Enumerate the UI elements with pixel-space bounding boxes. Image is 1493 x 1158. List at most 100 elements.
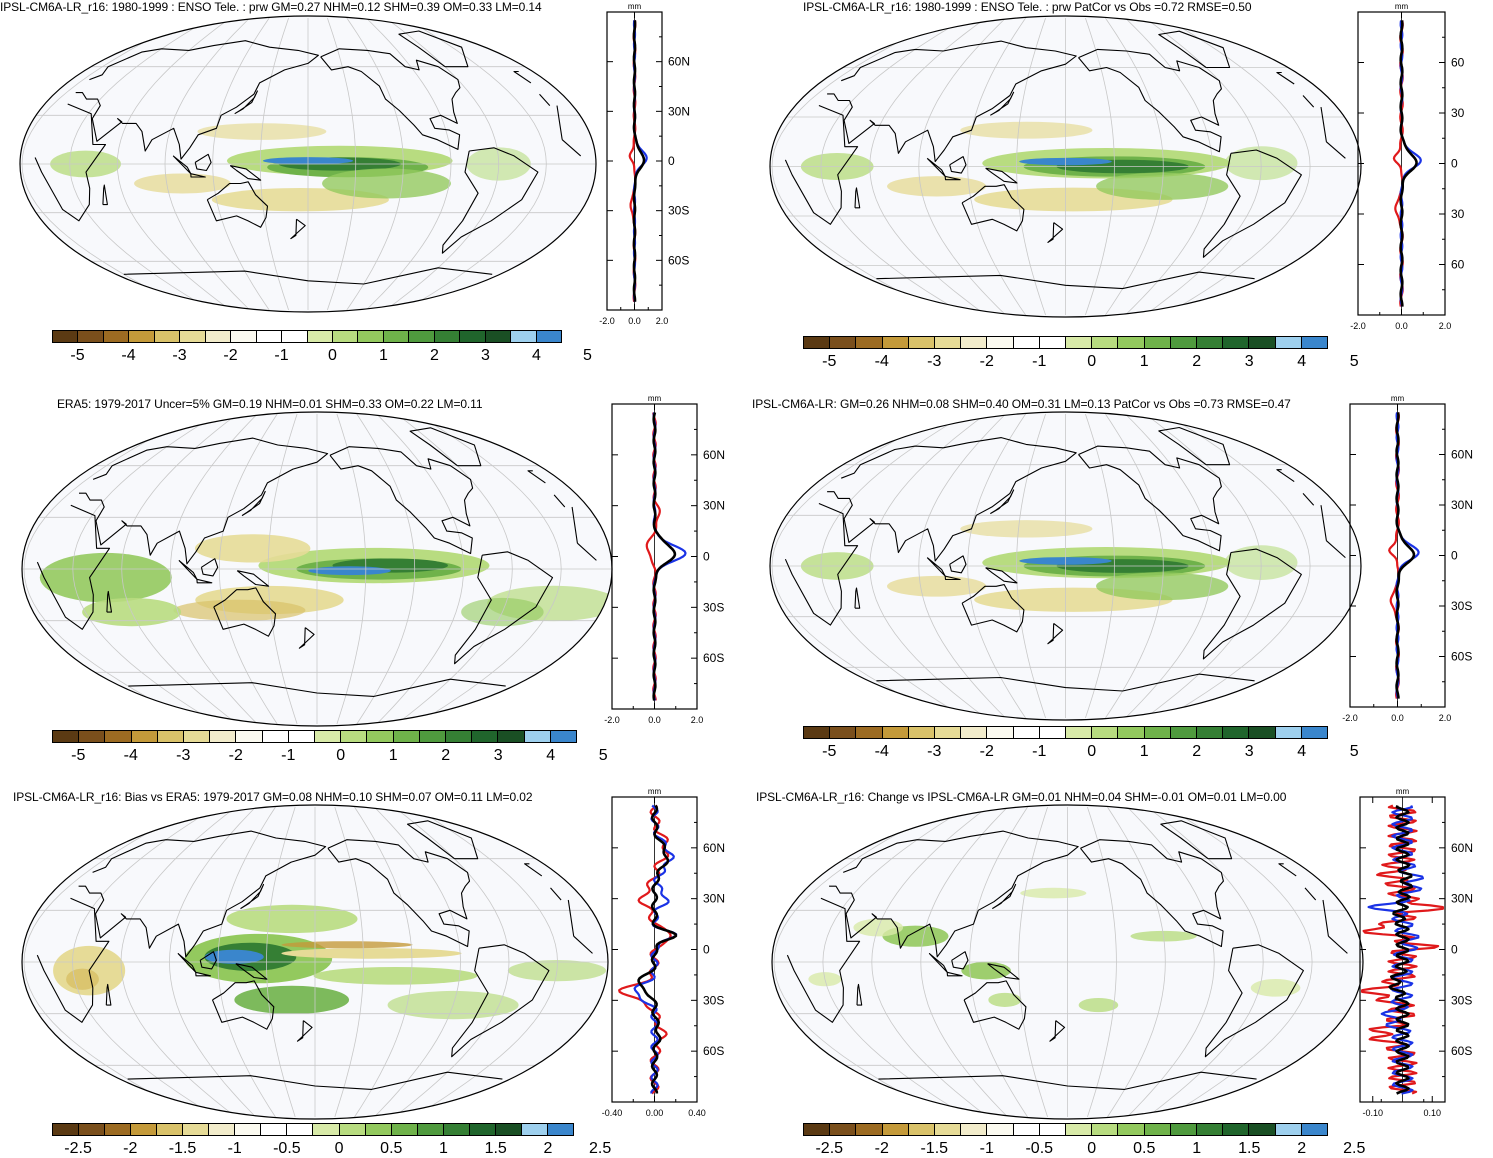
- colorbar-tick-label: 4: [1297, 743, 1307, 760]
- panel-bias: IPSL-CM6A-LR_r16: Bias vs ERA5: 1979-201…: [0, 785, 745, 1157]
- graticule-line: [773, 806, 949, 1118]
- coastline: [441, 147, 539, 254]
- zonal-unit: mm: [628, 2, 642, 11]
- lat-tick-label: 30S: [703, 993, 724, 1007]
- anomaly-region: [960, 520, 1093, 538]
- world-map: [768, 410, 1363, 722]
- graticule-line: [1107, 806, 1166, 1118]
- colorbar-swatch: [391, 1124, 418, 1135]
- x-tick-label: 0.00: [646, 1108, 664, 1118]
- colorbar-swatch: [961, 1124, 988, 1135]
- coastline: [1078, 445, 1222, 552]
- x-tick-label: 0.0: [628, 316, 641, 326]
- colorbar-swatch: [209, 1124, 236, 1135]
- colorbar-swatch: [1066, 727, 1093, 738]
- coastline: [944, 175, 961, 181]
- graticule-line: [1105, 17, 1164, 316]
- graticule-line: [116, 17, 231, 311]
- colorbar-swatch: [1170, 727, 1198, 738]
- colorbar-swatch: [908, 727, 936, 738]
- colorbar-swatch: [231, 331, 257, 342]
- graticule-line: [212, 17, 270, 311]
- x-tick-label: -2.0: [599, 316, 615, 326]
- world-map: [18, 14, 598, 314]
- colorbar-tick-label: 1: [1139, 353, 1149, 370]
- panel-model-r16: IPSL-CM6A-LR_r16: 1980-1999 : ENSO Tele.…: [0, 0, 710, 370]
- x-tick-label: 2.0: [1439, 321, 1452, 331]
- coastline: [876, 673, 1255, 692]
- colorbar-swatch: [235, 1124, 262, 1135]
- coastline: [240, 883, 265, 910]
- coastline: [944, 575, 961, 581]
- lat-tick-label: 60N: [703, 841, 725, 855]
- panel-title: ERA5: 1979-2017 Uncer=5% GM=0.19 NHM=0.0…: [57, 397, 483, 411]
- graticule-line: [869, 17, 987, 316]
- colorbar-swatch: [547, 1124, 573, 1135]
- lat-tick-label: 30N: [668, 104, 690, 118]
- colorbar-tick-label: 0: [1087, 353, 1097, 370]
- x-tick-label: -2.0: [604, 715, 620, 725]
- colorbar-swatch: [521, 1124, 548, 1135]
- robinson-map-svg: [769, 411, 1362, 721]
- colorbar-tick-label: 2.5: [1343, 1140, 1366, 1157]
- graticule-line: [1164, 17, 1311, 316]
- coastline: [951, 951, 969, 970]
- coastline: [827, 40, 1315, 163]
- colorbar-swatch: [262, 731, 289, 742]
- anomaly-region: [173, 599, 306, 621]
- colorbar-swatch: [1144, 1124, 1171, 1135]
- coastline: [1078, 48, 1222, 153]
- colorbar-swatch: [1275, 727, 1302, 738]
- coastline: [102, 184, 108, 206]
- coastline: [200, 558, 219, 577]
- colorbar-labels: -5 -4 -3 -2 -1 0 1 2 3 4 5: [52, 343, 592, 364]
- coastline: [75, 40, 551, 160]
- anomaly-region: [281, 941, 413, 949]
- colorbar-swatch: [434, 331, 461, 342]
- colorbar-swatch: [419, 731, 447, 742]
- colorbar-swatch: [495, 1124, 522, 1135]
- graticule-line: [169, 806, 256, 1118]
- map-border: [21, 804, 609, 1120]
- colorbar-swatches: [52, 730, 577, 743]
- colorbar-tick-label: -5: [71, 747, 86, 764]
- graticule-line: [121, 413, 238, 725]
- graticule-line: [413, 806, 558, 1118]
- coastline: [79, 437, 566, 565]
- colorbar-swatch: [1197, 1124, 1224, 1135]
- panel-title: IPSL-CM6A-LR_r16: 1980-1999 : ENSO Tele.…: [803, 0, 1252, 14]
- colorbar-swatch: [105, 731, 132, 742]
- robinson-map-svg: [21, 804, 609, 1120]
- anomaly-region: [204, 949, 264, 964]
- lat-tick-label: 60S: [668, 253, 689, 267]
- coastline: [190, 173, 206, 178]
- lat-tick-label: 30N: [703, 499, 725, 513]
- zonal-mean-plot: mm 60 30 0 30 60 -2.0 0.0 2.0: [1350, 2, 1465, 331]
- coastline: [178, 559, 198, 580]
- colorbar-swatch: [1092, 727, 1119, 738]
- lat-tick-label: 60S: [703, 651, 724, 665]
- x-tick-label: -2.0: [1350, 321, 1366, 331]
- colorbar-swatch: [1223, 337, 1250, 348]
- colorbar-swatch: [313, 1124, 340, 1135]
- graticule-line: [918, 17, 1006, 316]
- graticule-line: [354, 806, 413, 1118]
- coastline: [1047, 622, 1064, 645]
- coastline: [949, 156, 967, 174]
- zonal-mean-plot: mm 60N 30N 0 30S 60S -0.40 0.00 0.40: [602, 787, 725, 1118]
- colorbar-swatch: [524, 731, 551, 742]
- zonal-curve-mean: [637, 804, 678, 1094]
- colorbar-tick-label: -2: [228, 747, 243, 764]
- graticule-line: [918, 413, 1006, 719]
- colorbar-tick-label: 3: [481, 347, 490, 364]
- coastline: [946, 971, 963, 977]
- colorbar-swatch: [1170, 1124, 1198, 1135]
- lat-tick-label: 60: [1451, 56, 1465, 70]
- coastline: [78, 830, 562, 958]
- colorbar-tick-label: 3: [493, 747, 503, 764]
- colorbar-swatch: [830, 1124, 857, 1135]
- zonal-mean-plot: mm 60N 30N 0 30S 60S -2.0 0.0 2.0: [1342, 394, 1473, 723]
- colorbar-swatch: [443, 1124, 470, 1135]
- graticule-line: [1127, 806, 1215, 1118]
- x-tick-label: 0.0: [1391, 713, 1404, 723]
